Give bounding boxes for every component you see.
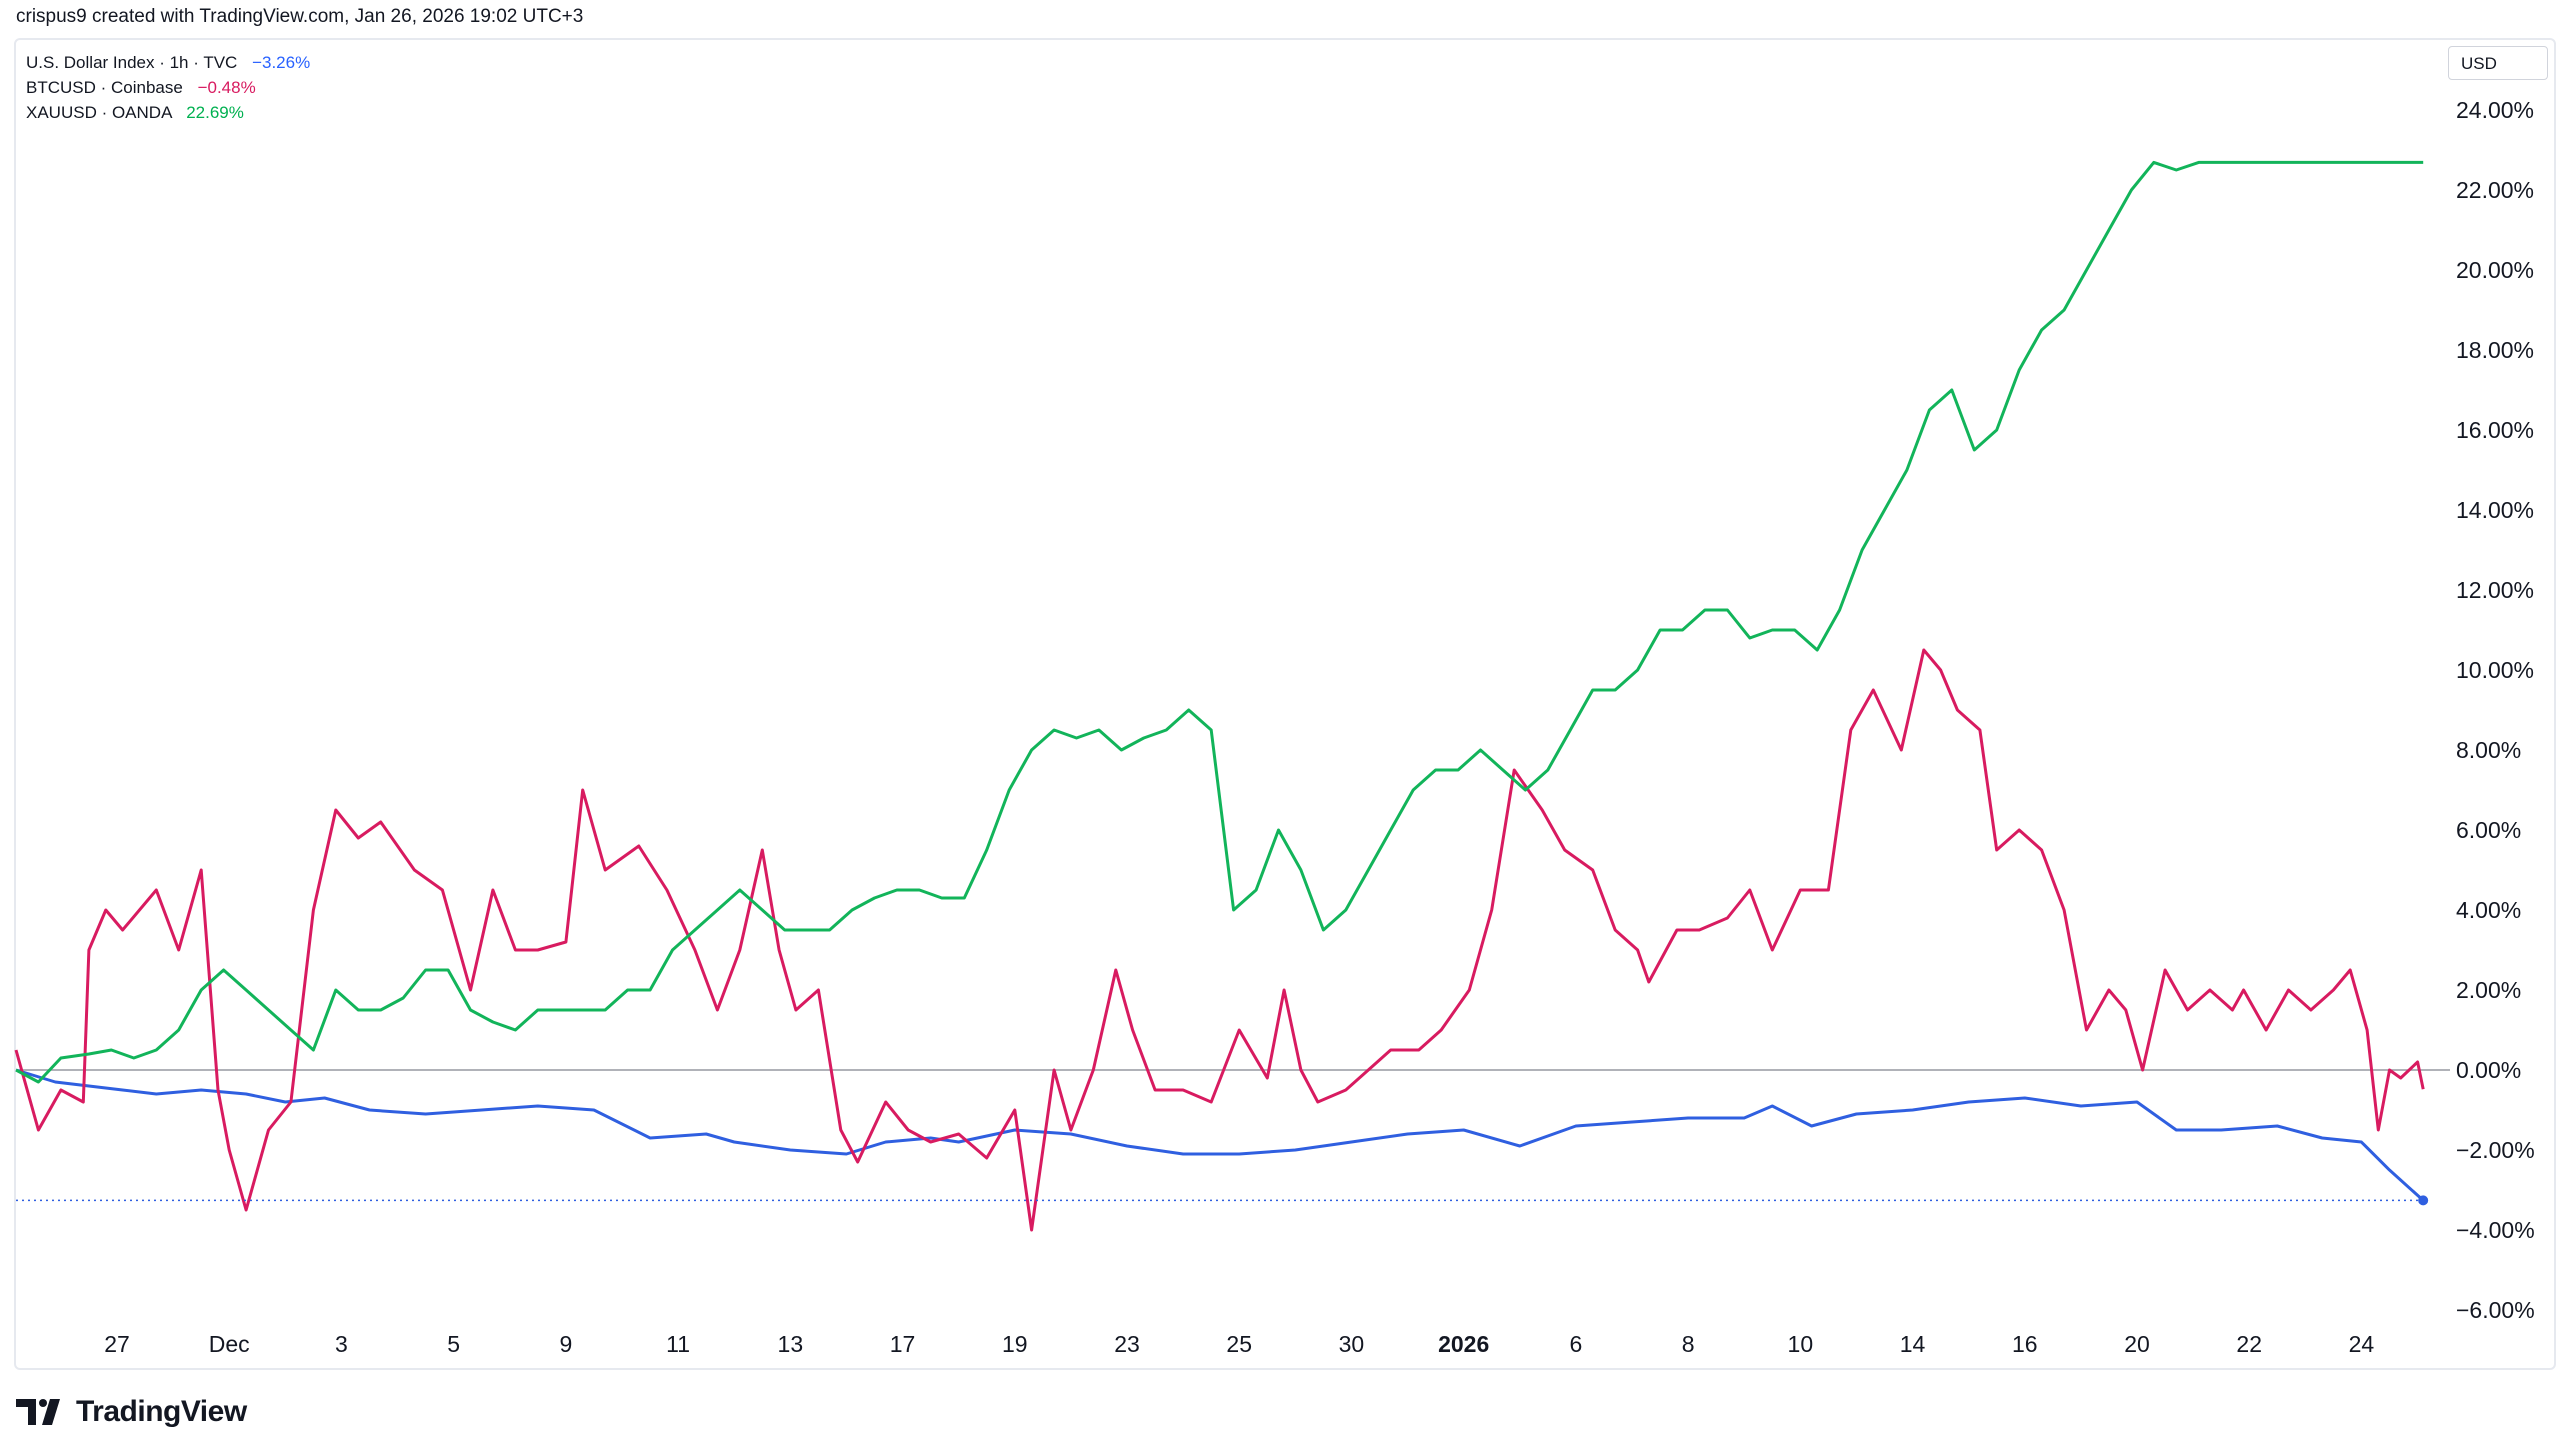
x-tick-label: 24 bbox=[2349, 1331, 2375, 1357]
legend-symbol: BTCUSD · Coinbase bbox=[26, 78, 183, 97]
legend-change: 22.69% bbox=[186, 103, 244, 122]
x-tick-label: 10 bbox=[1788, 1331, 1814, 1357]
x-tick-label: 11 bbox=[666, 1331, 690, 1357]
y-tick-label: 0.00% bbox=[2456, 1057, 2521, 1083]
y-tick-label: −2.00% bbox=[2456, 1137, 2535, 1163]
tradingview-logo-icon bbox=[16, 1399, 60, 1425]
y-tick-label: −6.00% bbox=[2456, 1297, 2535, 1323]
legend-symbol: U.S. Dollar Index · 1h · TVC bbox=[26, 53, 238, 72]
y-tick-label: 2.00% bbox=[2456, 977, 2521, 1003]
chart-frame bbox=[14, 38, 2556, 1370]
x-tick-label: 13 bbox=[778, 1331, 804, 1357]
y-tick-label: 22.00% bbox=[2456, 177, 2534, 203]
legend-item-xauusd[interactable]: XAUUSD · OANDA 22.69% bbox=[26, 100, 310, 125]
y-tick-label: 16.00% bbox=[2456, 417, 2534, 443]
y-tick-label: 24.00% bbox=[2456, 97, 2534, 123]
legend-item-btcusd[interactable]: BTCUSD · Coinbase −0.48% bbox=[26, 75, 310, 100]
x-tick-label: 17 bbox=[890, 1331, 916, 1357]
chart-legend: U.S. Dollar Index · 1h · TVC −3.26% BTCU… bbox=[26, 50, 310, 125]
x-tick-label: 23 bbox=[1114, 1331, 1140, 1357]
price-scale-currency-button[interactable]: USD bbox=[2448, 46, 2548, 80]
x-tick-label: 22 bbox=[2236, 1331, 2262, 1357]
x-tick-label: Dec bbox=[209, 1331, 250, 1357]
y-tick-label: 6.00% bbox=[2456, 817, 2521, 843]
legend-change: −3.26% bbox=[252, 53, 311, 72]
y-tick-label: 8.00% bbox=[2456, 737, 2521, 763]
x-tick-label: 14 bbox=[1900, 1331, 1926, 1357]
tradingview-logo[interactable]: TradingView bbox=[16, 1392, 247, 1432]
x-tick-label: 2026 bbox=[1438, 1331, 1489, 1357]
x-tick-label: 3 bbox=[335, 1331, 348, 1357]
x-tick-label: 9 bbox=[559, 1331, 572, 1357]
legend-change: −0.48% bbox=[197, 78, 256, 97]
y-tick-label: 12.00% bbox=[2456, 577, 2534, 603]
y-tick-label: −4.00% bbox=[2456, 1217, 2535, 1243]
y-tick-label: 20.00% bbox=[2456, 257, 2534, 283]
dxy-last-value-dot bbox=[2418, 1195, 2429, 1206]
x-tick-label: 5 bbox=[447, 1331, 460, 1357]
x-tick-label: 8 bbox=[1682, 1331, 1695, 1357]
y-tick-label: 10.00% bbox=[2456, 657, 2534, 683]
x-tick-label: 30 bbox=[1339, 1331, 1365, 1357]
x-tick-label: 25 bbox=[1226, 1331, 1252, 1357]
legend-symbol: XAUUSD · OANDA bbox=[26, 103, 172, 122]
y-tick-label: 14.00% bbox=[2456, 497, 2534, 523]
series-line-dxy[interactable] bbox=[15, 1068, 2425, 1202]
x-tick-label: 6 bbox=[1569, 1331, 1582, 1357]
legend-item-dxy[interactable]: U.S. Dollar Index · 1h · TVC −3.26% bbox=[26, 50, 310, 75]
series-line-xauusd[interactable] bbox=[15, 160, 2424, 1084]
x-tick-label: 16 bbox=[2012, 1331, 2038, 1357]
brand-name: TradingView bbox=[76, 1395, 247, 1428]
series-line-btcusd[interactable] bbox=[14, 648, 2425, 1232]
x-tick-label: 27 bbox=[104, 1331, 130, 1357]
x-tick-label: 20 bbox=[2124, 1331, 2150, 1357]
attribution-text: crispus9 created with TradingView.com, J… bbox=[16, 6, 584, 27]
y-tick-label: 18.00% bbox=[2456, 337, 2534, 363]
y-tick-label: 4.00% bbox=[2456, 897, 2521, 923]
x-tick-label: 19 bbox=[1002, 1331, 1028, 1357]
